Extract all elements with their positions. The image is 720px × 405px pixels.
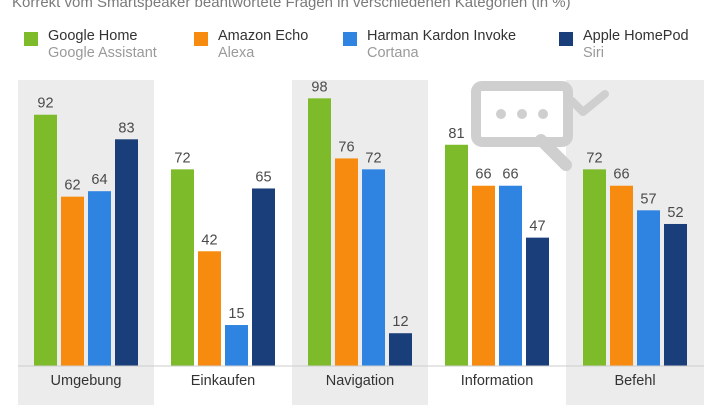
- chat-bubble-icon: [471, 81, 573, 147]
- legend-name: Amazon Echo: [218, 28, 309, 44]
- legend-name: Harman Kardon Invoke: [367, 28, 517, 44]
- bar-google-home: [171, 169, 194, 366]
- bar-google-home: [34, 114, 57, 366]
- data-label: 92: [37, 96, 53, 112]
- data-label: 64: [91, 172, 107, 188]
- bar-apple-homepod: [389, 333, 412, 366]
- legend-swatch-amazon-echo: [194, 32, 208, 46]
- category-labels: Umgebung Einkaufen Navigation Information Be…: [51, 373, 656, 389]
- bar-harman-kardon: [225, 325, 248, 366]
- data-label: 62: [64, 178, 80, 194]
- bar-apple-homepod: [252, 188, 275, 366]
- legend-assistant: Cortana: [367, 45, 419, 61]
- data-label: 66: [613, 167, 629, 183]
- bar-apple-homepod: [664, 223, 687, 366]
- data-label: 98: [311, 79, 327, 95]
- bar-amazon-echo: [335, 158, 358, 366]
- legend-swatch-apple-homepod: [559, 32, 573, 46]
- bar-harman-kardon: [88, 191, 111, 366]
- chat-dot-icon: [538, 109, 548, 119]
- legend-name: Google Home: [48, 28, 138, 44]
- category-label: Einkaufen: [191, 373, 256, 389]
- bars: 92 62 64 83 72 42 15 65 98 76 72 12 81 66 66 47 72 66 57 52: [34, 79, 687, 366]
- bar-harman-kardon: [362, 169, 385, 366]
- data-label: 83: [118, 120, 134, 136]
- data-label: 57: [640, 191, 656, 207]
- legend-swatch-google-home: [24, 32, 38, 46]
- legend-assistant: Alexa: [218, 45, 255, 61]
- bubble-tail-icon: [535, 134, 572, 171]
- watermark-graphic: [471, 81, 609, 171]
- bar-apple-homepod: [526, 237, 549, 366]
- legend-assistant: Siri: [583, 45, 604, 61]
- data-label: 42: [201, 232, 217, 248]
- data-label: 81: [448, 126, 464, 142]
- data-label: 72: [365, 150, 381, 166]
- checkmark-icon: [568, 90, 609, 116]
- bar-google-home: [445, 144, 468, 366]
- legend-name: Apple HomePod: [583, 28, 689, 44]
- category-label: Information: [461, 373, 534, 389]
- legend-assistant: Google Assistant: [48, 45, 157, 61]
- data-label: 72: [586, 150, 602, 166]
- data-label: 66: [475, 167, 491, 183]
- data-label: 72: [174, 150, 190, 166]
- data-label: 52: [667, 205, 683, 221]
- data-label: 12: [392, 314, 408, 330]
- chat-dot-icon: [517, 109, 527, 119]
- category-label: Befehl: [614, 373, 655, 389]
- bar-harman-kardon: [499, 185, 522, 366]
- bar-amazon-echo: [610, 185, 633, 366]
- bar-google-home: [308, 98, 331, 366]
- category-label: Umgebung: [51, 373, 122, 389]
- category-label: Navigation: [326, 373, 395, 389]
- chart-title: Korrekt vom Smartspeaker beantwortete Fr…: [12, 0, 571, 11]
- data-label: 47: [529, 219, 545, 235]
- data-label: 15: [228, 306, 244, 322]
- bar-harman-kardon: [637, 210, 660, 366]
- bar-amazon-echo: [61, 196, 84, 366]
- data-label: 76: [338, 139, 354, 155]
- chat-dot-icon: [496, 109, 506, 119]
- bar-amazon-echo: [198, 251, 221, 366]
- bar-apple-homepod: [115, 139, 138, 366]
- legend-swatch-harman-kardon: [343, 32, 357, 46]
- data-label: 66: [502, 167, 518, 183]
- bar-google-home: [583, 169, 606, 366]
- bar-amazon-echo: [472, 185, 495, 366]
- data-label: 65: [255, 169, 271, 185]
